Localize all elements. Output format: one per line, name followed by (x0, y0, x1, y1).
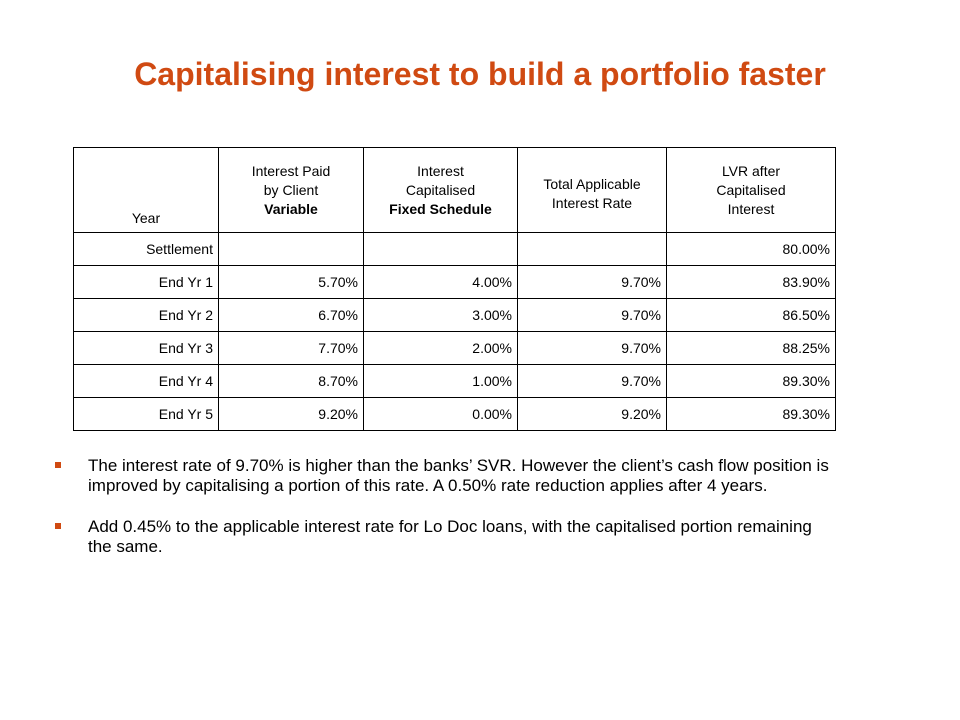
header-cap-line3: Fixed Schedule (389, 200, 492, 217)
header-lvr-line2: Capitalised (716, 181, 786, 198)
cell-interest-capitalised: 0.00% (363, 397, 518, 431)
table-row: End Yr 5 9.20% 0.00% 9.20% 89.30% (73, 397, 836, 431)
header-paid-line2: by Client (263, 181, 319, 198)
table-row: End Yr 4 8.70% 1.00% 9.70% 89.30% (73, 364, 836, 398)
cell-lvr: 88.25% (666, 331, 836, 365)
slide-title: Capitalising interest to build a portfol… (134, 56, 826, 92)
cell-interest-paid: 8.70% (218, 364, 364, 398)
header-paid-line3: Variable (264, 200, 318, 217)
square-bullet-icon (55, 462, 61, 468)
table-row: End Yr 2 6.70% 3.00% 9.70% 86.50% (73, 298, 836, 332)
square-bullet-icon (55, 523, 61, 529)
cell-lvr: 89.30% (666, 364, 836, 398)
cell-lvr: 80.00% (666, 232, 836, 266)
list-item: Add 0.45% to the applicable interest rat… (55, 517, 835, 557)
header-total-line2: Interest Rate (551, 195, 633, 211)
cell-year: Settlement (73, 232, 219, 266)
header-interest-capitalised: Interest Capitalised Fixed Schedule (363, 147, 518, 233)
cell-interest-paid: 6.70% (218, 298, 364, 332)
header-lvr-line1: LVR after (721, 162, 781, 179)
cell-year: End Yr 2 (73, 298, 219, 332)
header-lvr: LVR after Capitalised Interest (666, 147, 836, 233)
cell-year: End Yr 4 (73, 364, 219, 398)
list-item: The interest rate of 9.70% is higher tha… (55, 456, 835, 496)
header-cap-line2: Capitalised (405, 181, 476, 198)
notes-list: The interest rate of 9.70% is higher tha… (55, 456, 835, 578)
header-cap-line1: Interest (417, 162, 464, 179)
cell-interest-capitalised: 2.00% (363, 331, 518, 365)
cell-year: End Yr 3 (73, 331, 219, 365)
header-interest-paid: Interest Paid by Client Variable (218, 147, 364, 233)
cell-interest-capitalised: 1.00% (363, 364, 518, 398)
interest-table: Year Interest Paid by Client Variable In… (73, 147, 836, 431)
header-total-line1: Total Applicable (543, 176, 641, 192)
table-header-row: Year Interest Paid by Client Variable In… (73, 147, 836, 233)
cell-total-rate: 9.70% (517, 364, 667, 398)
cell-interest-paid: 9.20% (218, 397, 364, 431)
cell-total-rate (517, 232, 667, 266)
cell-lvr: 89.30% (666, 397, 836, 431)
cell-interest-paid: 7.70% (218, 331, 364, 365)
cell-total-rate: 9.70% (517, 265, 667, 299)
cell-interest-paid (218, 232, 364, 266)
cell-total-rate: 9.70% (517, 298, 667, 332)
header-total-rate: Total Applicable Interest Rate (517, 147, 667, 233)
cell-interest-capitalised: 4.00% (363, 265, 518, 299)
cell-year: End Yr 1 (73, 265, 219, 299)
table-row: End Yr 1 5.70% 4.00% 9.70% 83.90% (73, 265, 836, 299)
table-row: Settlement 80.00% (73, 232, 836, 266)
cell-total-rate: 9.70% (517, 331, 667, 365)
header-year-label: Year (131, 210, 161, 226)
cell-lvr: 83.90% (666, 265, 836, 299)
cell-interest-paid: 5.70% (218, 265, 364, 299)
note-text: Add 0.45% to the applicable interest rat… (88, 517, 812, 556)
header-year: Year (73, 147, 219, 233)
note-text: The interest rate of 9.70% is higher tha… (88, 456, 829, 495)
cell-year: End Yr 5 (73, 397, 219, 431)
header-paid-line1: Interest Paid (251, 162, 331, 179)
header-lvr-line3: Interest (727, 200, 775, 217)
cell-interest-capitalised (363, 232, 518, 266)
table-row: End Yr 3 7.70% 2.00% 9.70% 88.25% (73, 331, 836, 365)
cell-total-rate: 9.20% (517, 397, 667, 431)
cell-interest-capitalised: 3.00% (363, 298, 518, 332)
cell-lvr: 86.50% (666, 298, 836, 332)
